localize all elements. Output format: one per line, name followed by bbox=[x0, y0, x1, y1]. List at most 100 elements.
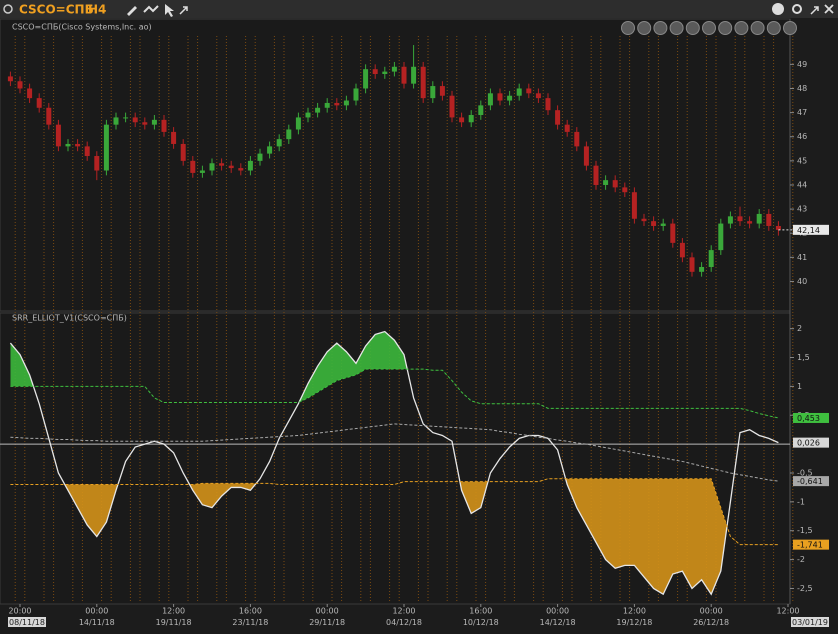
candle-body bbox=[372, 69, 378, 75]
time-label: 00:00 bbox=[700, 607, 723, 616]
date-label: 14/12/18 bbox=[540, 618, 576, 627]
draw-tool[interactable] bbox=[127, 6, 137, 16]
candle-body bbox=[622, 187, 628, 193]
candle-body bbox=[583, 146, 589, 166]
price-tick-label: 44 bbox=[797, 180, 807, 189]
time-label: 00:00 bbox=[85, 607, 108, 616]
nav-button[interactable] bbox=[734, 21, 749, 35]
date-label: 14/11/18 bbox=[79, 618, 115, 627]
value-marker-label: 0,453 bbox=[797, 414, 820, 423]
osc-tick-label: 1,5 bbox=[797, 353, 810, 362]
candle-body bbox=[459, 117, 465, 123]
date-box bbox=[791, 617, 829, 627]
time-label: 16:00 bbox=[469, 607, 492, 616]
popout-button[interactable] bbox=[810, 6, 819, 15]
candle-body bbox=[315, 107, 321, 113]
candle-body bbox=[238, 168, 244, 171]
oscillator-panel-title: SRR_ELLIOT_V1(CSCO=СПБ) bbox=[12, 314, 127, 323]
date-label: 08/11/18 bbox=[9, 618, 45, 627]
candle-body bbox=[468, 115, 474, 123]
settings-button[interactable] bbox=[792, 4, 802, 14]
nav-button[interactable] bbox=[750, 21, 765, 35]
nav-button[interactable] bbox=[685, 21, 700, 35]
time-label: 12:00 bbox=[623, 607, 646, 616]
candle-body bbox=[324, 102, 330, 108]
date-label: 04/12/18 bbox=[386, 618, 422, 627]
close-button[interactable] bbox=[824, 4, 834, 14]
candle-body bbox=[401, 66, 407, 84]
candle-body bbox=[766, 213, 772, 226]
candle-body bbox=[603, 180, 609, 185]
candle-body bbox=[430, 86, 436, 99]
candle-body bbox=[171, 131, 177, 144]
osc-tick-label: 2 bbox=[797, 324, 802, 333]
candle-body bbox=[526, 88, 532, 94]
nav-button[interactable] bbox=[637, 21, 652, 35]
osc-tick-label: -1,5 bbox=[797, 526, 813, 535]
candle-body bbox=[65, 143, 71, 147]
wave-tool[interactable] bbox=[143, 5, 159, 13]
candle-body bbox=[775, 225, 781, 230]
candle-body bbox=[391, 66, 397, 72]
candle-body bbox=[103, 124, 109, 171]
candle-body bbox=[507, 95, 513, 101]
nav-button[interactable] bbox=[653, 21, 668, 35]
candle-body bbox=[679, 242, 685, 258]
candle-body bbox=[27, 88, 33, 99]
candle-body bbox=[718, 223, 724, 251]
candle-body bbox=[670, 223, 676, 243]
candle-body bbox=[199, 170, 205, 173]
nav-button[interactable] bbox=[718, 21, 733, 35]
timeframe[interactable]: H4 bbox=[88, 3, 106, 17]
candle-body bbox=[699, 266, 705, 272]
price-tick-label: 46 bbox=[797, 132, 807, 141]
symbol[interactable]: CSCO=СПБ bbox=[19, 3, 94, 17]
time-label: 00:00 bbox=[316, 607, 339, 616]
candle-body bbox=[334, 102, 340, 106]
candle-body bbox=[363, 69, 369, 89]
time-label: 20:00 bbox=[8, 607, 31, 616]
cursor-tool[interactable] bbox=[165, 4, 174, 17]
status-icon[interactable] bbox=[3, 4, 13, 14]
time-label: 16:00 bbox=[239, 607, 262, 616]
candle-body bbox=[94, 156, 100, 171]
nav-button[interactable] bbox=[621, 21, 635, 35]
candle-body bbox=[276, 139, 282, 147]
candle-body bbox=[142, 122, 148, 125]
nav-button[interactable] bbox=[669, 21, 684, 35]
nav-button[interactable] bbox=[766, 21, 781, 35]
candle-body bbox=[257, 153, 263, 161]
candle-body bbox=[132, 117, 138, 123]
currency-button[interactable] bbox=[772, 3, 784, 15]
price-tick-label: 48 bbox=[797, 84, 807, 93]
candle-body bbox=[36, 98, 42, 108]
value-marker bbox=[793, 476, 829, 487]
time-label: 00:00 bbox=[546, 607, 569, 616]
candle-body bbox=[17, 81, 23, 89]
candle-body bbox=[305, 112, 311, 118]
candle-body bbox=[247, 160, 253, 171]
candle-body bbox=[478, 105, 484, 116]
nav-button[interactable] bbox=[783, 21, 797, 35]
osc-line bbox=[10, 478, 779, 546]
osc-tick-label: -1 bbox=[797, 497, 805, 506]
nav-button[interactable] bbox=[702, 21, 716, 35]
toolbar bbox=[0, 0, 838, 18]
candle-body bbox=[353, 88, 359, 101]
value-marker bbox=[793, 437, 829, 448]
expand-tool[interactable] bbox=[179, 6, 188, 15]
candle-body bbox=[123, 117, 129, 119]
candle-body bbox=[84, 146, 90, 157]
candle-body bbox=[612, 180, 618, 188]
candle-body bbox=[574, 131, 580, 147]
candle-body bbox=[286, 129, 292, 140]
candle-body bbox=[449, 95, 455, 118]
candle-body bbox=[545, 98, 551, 111]
candle-body bbox=[343, 100, 349, 106]
last-price-label: 42,14 bbox=[797, 226, 820, 235]
candle-body bbox=[756, 213, 762, 224]
candle-body bbox=[267, 146, 273, 154]
candle-body bbox=[75, 143, 81, 147]
candle-body bbox=[747, 221, 753, 224]
price-tick-label: 41 bbox=[797, 253, 807, 262]
